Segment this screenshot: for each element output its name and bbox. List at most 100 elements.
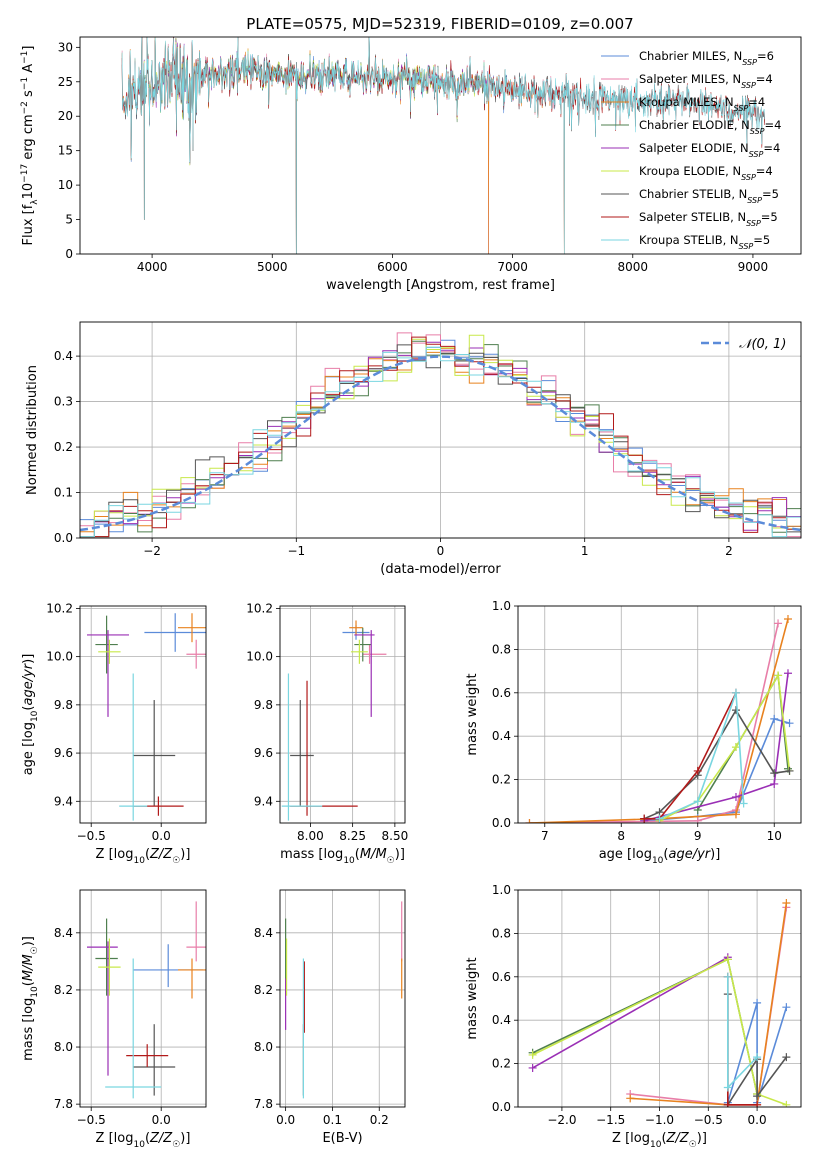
- panel-mass-vs-ebv: 0.0 0.1 0.2 7.8 8.0 8.2 8.4 E(B-V): [254, 889, 406, 1146]
- legend-entry: Kroupa STELIB, NSSP=5: [639, 233, 770, 251]
- y-tick-label: 0.2: [492, 773, 511, 787]
- x-tick-label: 5000: [257, 260, 288, 274]
- axis-label-part: age/yr: [21, 662, 36, 705]
- legend-tail: =4: [756, 72, 773, 86]
- axis-label: Flux [fλ10−17 erg cm−2 s−1 A−1]: [20, 46, 40, 246]
- weight-marker: [774, 619, 783, 628]
- axis-label-part: age/yr: [668, 847, 711, 862]
- legend-tail: =4: [748, 95, 765, 109]
- x-tick-label: 9: [694, 829, 702, 843]
- axis-label-part: mass weight: [465, 957, 480, 1039]
- y-tick-label: 8.0: [54, 1040, 73, 1054]
- y-tick-label: 0.2: [54, 440, 73, 454]
- legend-text: Chabrier MILES, N: [639, 49, 742, 63]
- y-tick-label: 0: [65, 247, 73, 261]
- axis-label-part: Normed distribution: [25, 365, 40, 495]
- legend-entry: Salpeter MILES, NSSP=4: [639, 72, 773, 90]
- panel-spectrum: 4000 5000 6000 7000 8000 9000 0 5 10 15 20 25 30 wave…: [20, 36, 802, 293]
- x-tick-label: 8000: [617, 260, 648, 274]
- x-tick-label: 10: [767, 829, 782, 843]
- axis-label: age [log10(age/yr)]: [21, 654, 40, 776]
- axis-label-part: 10: [133, 856, 145, 866]
- weight-marker: [782, 1100, 791, 1107]
- weight-marker: [731, 743, 740, 752]
- axis-label-part: ]: [702, 1131, 707, 1146]
- axis-label-part: log: [21, 722, 36, 742]
- y-tick-label: 8.2: [54, 983, 73, 997]
- weight-marker: [739, 799, 748, 808]
- x-tick-label: 0.1: [323, 1113, 342, 1127]
- y-tick-label: 0.0: [492, 1100, 511, 1114]
- spectrum-series-line: [121, 37, 561, 254]
- spectrum-series-line: [121, 37, 765, 254]
- axis-label-part: ]: [185, 847, 190, 862]
- y-tick-label: 1.0: [492, 883, 511, 897]
- x-tick-label: 0.0: [276, 1113, 295, 1127]
- legend-tail: =5: [761, 210, 778, 224]
- weight-marker: [783, 615, 792, 624]
- axis-label-part: Flux [f: [21, 204, 36, 245]
- weight-marker: [753, 1100, 762, 1107]
- axes-frame: [79, 889, 207, 1108]
- axis-label-part: (: [661, 1131, 666, 1146]
- legend-entry: Chabrier ELODIE, NSSP=4: [639, 118, 781, 136]
- weight-marker: [753, 1092, 762, 1101]
- axis-label-part: Z/Z: [666, 1131, 690, 1146]
- axis-label-part: ): [697, 1131, 702, 1146]
- weight-line: [529, 623, 779, 823]
- y-tick-label: 8.4: [54, 926, 73, 940]
- axis-label-part: Z [: [612, 1131, 630, 1146]
- axes-frame: [79, 321, 802, 539]
- x-tick-label: 6000: [377, 260, 408, 274]
- y-tick-label: 5: [65, 213, 73, 227]
- weight-marker: [783, 669, 792, 678]
- axis-label-part: age [: [21, 742, 36, 775]
- legend-entry: Kroupa ELODIE, NSSP=4: [639, 164, 773, 182]
- weight-marker: [723, 1083, 732, 1092]
- axis-label-part: ]: [21, 936, 36, 941]
- axis-label-part: erg cm: [21, 114, 36, 163]
- legend-entry: Kroupa MILES, NSSP=4: [639, 95, 765, 113]
- plot-area: [121, 37, 765, 254]
- y-tick-label: 0.2: [492, 1057, 511, 1071]
- axis-label-part: log: [114, 1131, 134, 1146]
- legend-text: Chabrier STELIB, N: [639, 187, 747, 201]
- x-tick-label: 8.00: [297, 829, 324, 843]
- weight-line: [532, 958, 758, 1095]
- axis-label-part: (data-model)/error: [380, 562, 501, 577]
- axis-label-part: −2: [20, 101, 30, 114]
- legend-sub: SSP: [749, 150, 764, 159]
- figure-title: PLATE=0575, MJD=52319, FIBERID=0109, z=0…: [246, 15, 633, 33]
- y-tick-label: 30: [58, 40, 73, 54]
- axis-label-part: (: [21, 706, 36, 711]
- weight-marker: [723, 1100, 732, 1107]
- axis-label: Normed distribution: [25, 365, 40, 495]
- axis-label-part: mass [: [280, 847, 323, 862]
- axis-label-part: (: [145, 847, 150, 862]
- axis-label-part: 10: [652, 856, 664, 866]
- x-tick-label: 8.50: [382, 829, 409, 843]
- axis-label: E(B-V): [322, 1131, 362, 1146]
- axis-label-part: λ: [30, 199, 40, 205]
- y-tick-label: 0.0: [492, 816, 511, 830]
- legend-sub: SSP: [746, 219, 761, 228]
- weight-marker: [782, 1053, 791, 1062]
- x-tick-label: 8: [617, 829, 625, 843]
- y-tick-label: 0.0: [54, 531, 73, 545]
- axis-label: mass weight: [465, 673, 480, 755]
- legend-text: Salpeter STELIB, N: [639, 210, 746, 224]
- y-tick-label: 0.1: [54, 486, 73, 500]
- y-tick-label: 0.8: [492, 926, 511, 940]
- x-tick-label: 0.0: [748, 1113, 767, 1127]
- axis-label-part: Z/Z: [149, 1131, 173, 1146]
- axis-label: mass [log10(M/M☉)]: [21, 936, 40, 1061]
- legend-sub: SSP: [741, 81, 756, 90]
- histogram-step: [80, 346, 801, 538]
- axis-label-part: 10: [650, 1140, 662, 1150]
- weight-line: [659, 692, 745, 820]
- axes-frame: [279, 605, 406, 824]
- axis-label-part: 10: [30, 710, 40, 722]
- weight-marker: [782, 1003, 791, 1012]
- x-tick-label: −1.5: [596, 1113, 625, 1127]
- weight-marker: [774, 671, 783, 680]
